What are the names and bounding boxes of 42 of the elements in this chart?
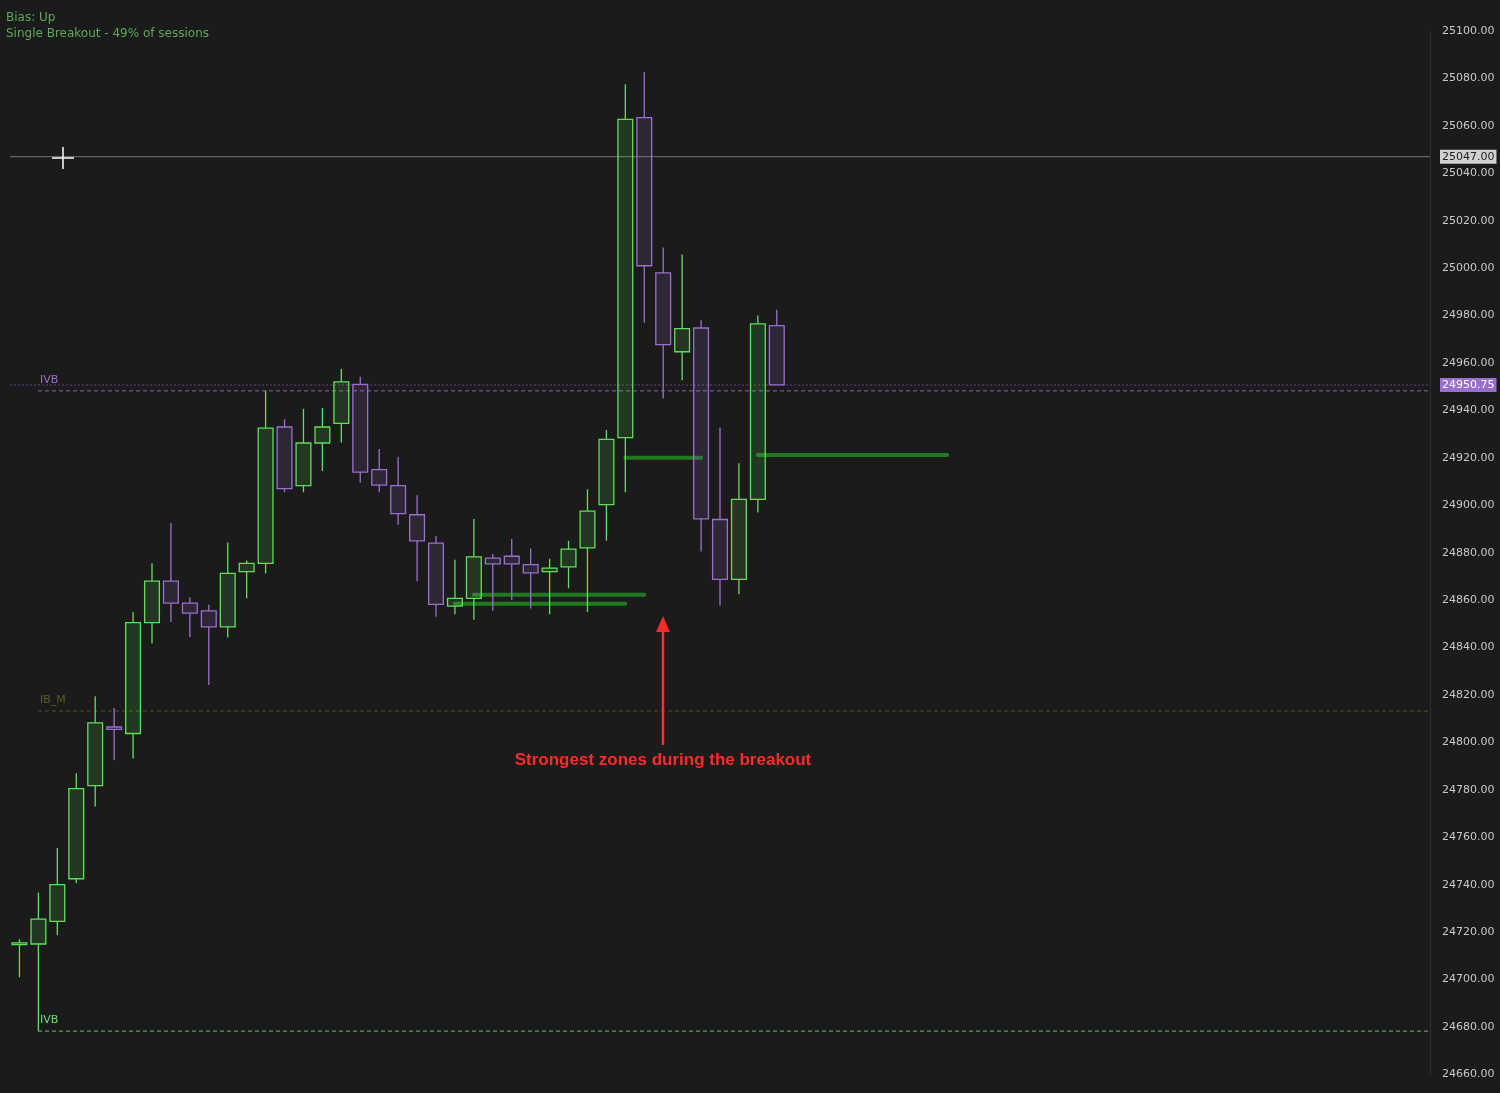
y-tick-label: 24920.00	[1442, 450, 1495, 464]
y-tick-label: 24820.00	[1442, 687, 1495, 701]
y-tick-label: 24880.00	[1442, 545, 1495, 559]
y-tick-label: 24780.00	[1442, 782, 1495, 796]
ref-line-label: IVB	[40, 1012, 59, 1026]
y-tick-label: 24960.00	[1442, 355, 1495, 369]
candlestick	[143, 562, 161, 645]
y-tick-label: 24940.00	[1442, 403, 1495, 417]
y-tick-label: 25060.00	[1442, 118, 1495, 132]
y-tick-label: 25040.00	[1442, 166, 1495, 180]
y-tick-label: 24760.00	[1442, 830, 1495, 844]
candlestick	[87, 695, 104, 808]
candlestick	[711, 426, 729, 607]
text: Bias: Up	[6, 10, 56, 25]
y-tick-label: 24980.00	[1442, 308, 1495, 322]
y-tick-label: 24800.00	[1442, 735, 1495, 749]
y-tick-label: 24840.00	[1442, 640, 1495, 654]
annotation: Strongest zones during the breakout	[514, 749, 812, 769]
y-tick-label: 25000.00	[1442, 261, 1495, 274]
y-tick-label: 24720.00	[1442, 924, 1495, 938]
y-tick-label: 24680.00	[1442, 1019, 1495, 1033]
candlestick	[730, 462, 747, 595]
candlestick	[125, 611, 142, 760]
y-tick-label: 24660.00	[1442, 1067, 1495, 1081]
ref-line-label: 24950.75	[1442, 377, 1495, 391]
y-tick-label: 24740.00	[1442, 877, 1495, 891]
y-tick-label: 25100.00	[1442, 23, 1495, 37]
candlestick	[409, 494, 426, 582]
y-tick-label: 24700.00	[1442, 972, 1495, 986]
y-tick-label: 25020.00	[1442, 213, 1495, 227]
y-tick-label: 25080.00	[1442, 71, 1495, 85]
candlestick	[465, 518, 482, 621]
ref-line-label: IB_M	[40, 692, 66, 706]
candlestick	[427, 535, 445, 618]
candlestick	[674, 253, 691, 381]
ref-line-label: 25047.00	[1442, 149, 1495, 163]
annotation: Single Breakout - 49% of sessions	[6, 26, 210, 41]
y-tick-label: 24860.00	[1442, 592, 1495, 606]
y-tick-label: 24900.00	[1442, 498, 1495, 512]
candlestick	[749, 314, 766, 514]
candlestick	[390, 456, 407, 526]
ref-line-label: IVB	[40, 372, 59, 386]
